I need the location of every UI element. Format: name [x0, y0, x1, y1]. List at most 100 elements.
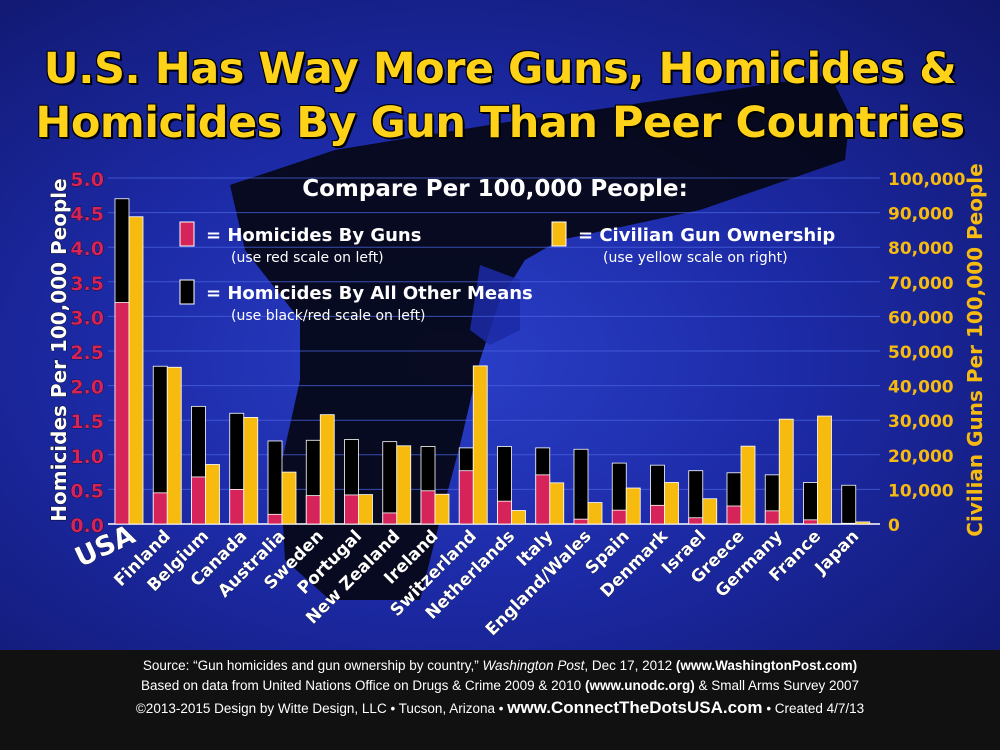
bar-gun-homicides	[152, 492, 168, 525]
legend-label: = Homicides By Guns	[206, 225, 421, 246]
bar-gun-ownership	[587, 502, 603, 525]
y-right-tick-label: 10,000	[888, 481, 954, 501]
bar-other-homicides	[382, 441, 398, 525]
bar-gun-homicides	[382, 512, 398, 525]
y-right-tick-label: 60,000	[888, 308, 954, 328]
y-right-tick-label: 90,000	[888, 205, 954, 225]
bar-gun-homicides	[611, 509, 627, 525]
legend: = Homicides By Guns (use red scale on lef…	[179, 221, 835, 324]
bar-other-homicides	[267, 440, 283, 525]
legend-swatch	[179, 221, 195, 247]
y-left-tick-label: 2.0	[70, 377, 104, 399]
legend-note: (use yellow scale on right)	[603, 250, 788, 266]
bar-gun-ownership	[855, 521, 871, 525]
bar-gun-ownership	[281, 471, 297, 525]
bar-gun-homicides	[841, 522, 857, 525]
unodc-link[interactable]: (www.unodc.org)	[584, 678, 695, 693]
bar-gun-ownership	[166, 366, 182, 525]
bar-gun-ownership	[625, 487, 641, 525]
source-link[interactable]: (www.WashingtonPost.com)	[675, 658, 858, 673]
source-date: , Dec 17, 2012	[584, 658, 673, 673]
bar-gun-homicides	[535, 474, 551, 525]
bar-gun-ownership	[319, 414, 335, 525]
bar-gun-ownership	[128, 216, 144, 525]
bar-gun-ownership	[778, 418, 794, 525]
copyright-text: ©2013-2015 Design by Witte Design, LLC •…	[135, 701, 504, 716]
chart-subtitle: Compare Per 100,000 People:	[302, 176, 688, 202]
y-axis-left-title: Homicides Per 100,000 People	[47, 178, 71, 521]
legend-swatch	[551, 221, 567, 247]
bar-other-homicides	[573, 448, 589, 525]
bar-gun-homicides	[726, 505, 742, 525]
y-left-tick-label: 4.0	[70, 238, 104, 260]
bar-gun-ownership	[817, 415, 832, 525]
bar-gun-homicides	[764, 510, 780, 525]
title-line-1: U.S. Has Way More Guns, Homicides &	[43, 44, 957, 94]
bar-other-homicides	[803, 482, 818, 525]
bar-gun-ownership	[243, 417, 259, 525]
data-source-text: Based on data from United Nations Office…	[140, 678, 582, 693]
bar-gun-homicides	[573, 518, 589, 525]
credit-line: ©2013-2015 Design by Witte Design, LLC •…	[0, 698, 1000, 718]
bar-gun-ownership	[549, 482, 565, 525]
source-line-2: Based on data from United Nations Office…	[0, 678, 1000, 693]
bar-gun-homicides	[803, 519, 818, 525]
y-left-tick-label: 0.0	[70, 515, 104, 537]
y-left-tick-label: 3.0	[70, 307, 104, 329]
bar-gun-homicides	[344, 494, 359, 525]
website-link[interactable]: www.ConnectTheDotsUSA.com	[507, 698, 763, 717]
bar-gun-homicides	[688, 517, 704, 525]
chart: 0.0 0 0.5 10,000 1.0 20,000 1.5 30,000 2.0 40,000…	[47, 163, 987, 640]
y-right-tick-label: 80,000	[888, 239, 954, 259]
bar-gun-ownership	[358, 494, 373, 525]
bar-gun-ownership	[472, 365, 488, 525]
y-left-tick-label: 2.5	[70, 342, 104, 364]
y-right-tick-label: 100,000	[888, 170, 966, 190]
y-axis-right-title: Civilian Guns Per 100,000 People	[963, 163, 987, 536]
bar-gun-ownership	[434, 493, 450, 525]
source-publication: Washington Post	[482, 658, 585, 673]
bar-gun-ownership	[396, 445, 412, 525]
bar-gun-homicides	[305, 495, 321, 525]
bar-gun-homicides	[458, 470, 474, 525]
y-right-tick-label: 50,000	[888, 343, 954, 363]
title-line-2: Homicides By Gun Than Peer Countries	[35, 98, 965, 148]
bar-other-homicides	[841, 484, 857, 525]
x-axis-labels: USAFinlandBelgiumCanadaAustraliaSwedenPo…	[70, 519, 863, 640]
legend-label: = Civilian Gun Ownership	[578, 225, 835, 246]
source-footer: Source: “Gun homicides and gun ownership…	[0, 650, 1000, 750]
bar-gun-homicides	[229, 488, 245, 525]
y-left-tick-label: 3.5	[70, 273, 104, 295]
bar-gun-homicides	[191, 476, 206, 525]
y-right-tick-label: 0	[888, 516, 900, 536]
chart-bars	[114, 198, 871, 525]
bar-gun-ownership	[702, 498, 718, 525]
bar-gun-ownership	[511, 510, 526, 525]
bar-gun-homicides	[267, 513, 283, 525]
y-right-tick-label: 70,000	[888, 274, 954, 294]
y-right-tick-label: 20,000	[888, 447, 954, 467]
bar-gun-homicides	[650, 504, 665, 525]
y-left-tick-label: 1.5	[70, 411, 104, 433]
source-line-1: Source: “Gun homicides and gun ownership…	[0, 658, 1000, 673]
y-right-tick-label: 40,000	[888, 378, 954, 398]
bar-gun-ownership	[740, 445, 756, 525]
legend-swatch	[179, 279, 195, 305]
y-left-tick-label: 1.0	[70, 446, 104, 468]
bar-other-homicides	[688, 470, 704, 525]
bar-gun-homicides	[114, 302, 130, 525]
y-left-tick-label: 4.5	[70, 204, 104, 226]
y-left-tick-label: 5.0	[70, 169, 104, 191]
legend-note: (use red scale on left)	[231, 250, 384, 266]
bar-gun-ownership	[205, 464, 220, 525]
legend-label: = Homicides By All Other Means	[206, 283, 533, 304]
source-text: Source: “Gun homicides and gun ownership…	[142, 658, 479, 673]
data-source-text-2: & Small Arms Survey 2007	[698, 678, 860, 693]
created-date: • Created 4/7/13	[766, 701, 865, 716]
page-title: U.S. Has Way More Guns, Homicides & Homi…	[0, 42, 1000, 150]
chart-axes: 0.0 0 0.5 10,000 1.0 20,000 1.5 30,000 2.0 40,000…	[47, 163, 987, 537]
bar-gun-homicides	[497, 500, 512, 525]
y-left-tick-label: 0.5	[70, 480, 104, 502]
bar-gun-ownership	[664, 482, 679, 525]
y-right-tick-label: 30,000	[888, 412, 954, 432]
